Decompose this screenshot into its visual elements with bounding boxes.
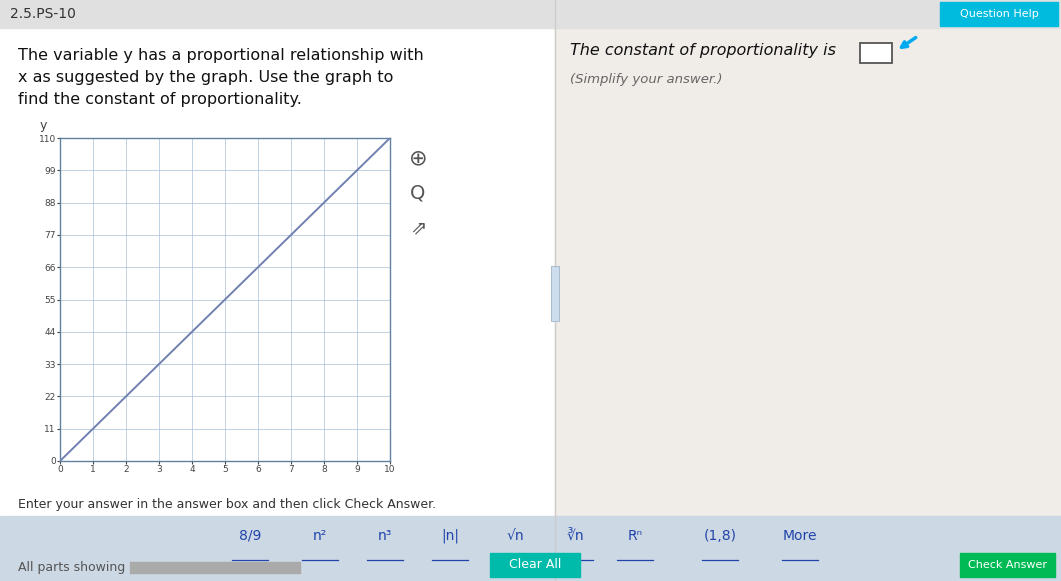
Text: Question Help: Question Help	[959, 9, 1039, 19]
Bar	[860, 43, 892, 63]
Bar	[555, 0, 1061, 581]
Text: Clear All: Clear All	[509, 558, 561, 572]
Bar	[131, 562, 300, 573]
Text: n³: n³	[378, 529, 393, 543]
Text: The variable y has a proportional relationship with: The variable y has a proportional relati…	[18, 48, 423, 63]
Text: √n: √n	[506, 529, 524, 543]
Text: 8/9: 8/9	[239, 529, 261, 543]
Bar	[551, 266, 559, 321]
Text: ∛n: ∛n	[567, 529, 584, 543]
Text: x as suggested by the graph. Use the graph to: x as suggested by the graph. Use the gra…	[18, 70, 394, 85]
Text: n²: n²	[313, 529, 327, 543]
Text: y: y	[40, 119, 47, 132]
Text: All parts showing: All parts showing	[18, 561, 125, 573]
Bar	[0, 516, 1061, 581]
Text: ⊕: ⊕	[408, 148, 428, 168]
Text: find the constant of proportionality.: find the constant of proportionality.	[18, 92, 302, 107]
Text: Check Answer: Check Answer	[968, 560, 1046, 570]
Bar	[0, 0, 555, 581]
Text: Q: Q	[411, 184, 425, 203]
Bar	[960, 553, 1055, 577]
Text: (1,8): (1,8)	[703, 529, 736, 543]
Bar	[490, 553, 580, 577]
Text: The constant of proportionality is: The constant of proportionality is	[570, 43, 836, 58]
Text: ⇗: ⇗	[410, 218, 427, 238]
Text: 2.5.PS-10: 2.5.PS-10	[10, 7, 76, 21]
Text: More: More	[783, 529, 817, 543]
Text: |n|: |n|	[441, 528, 459, 543]
Text: (Simplify your answer.): (Simplify your answer.)	[570, 73, 723, 86]
Bar	[0, 0, 1061, 28]
Bar	[940, 2, 1058, 26]
Text: Rⁿ: Rⁿ	[627, 529, 643, 543]
Text: Enter your answer in the answer box and then click Check Answer.: Enter your answer in the answer box and …	[18, 498, 436, 511]
